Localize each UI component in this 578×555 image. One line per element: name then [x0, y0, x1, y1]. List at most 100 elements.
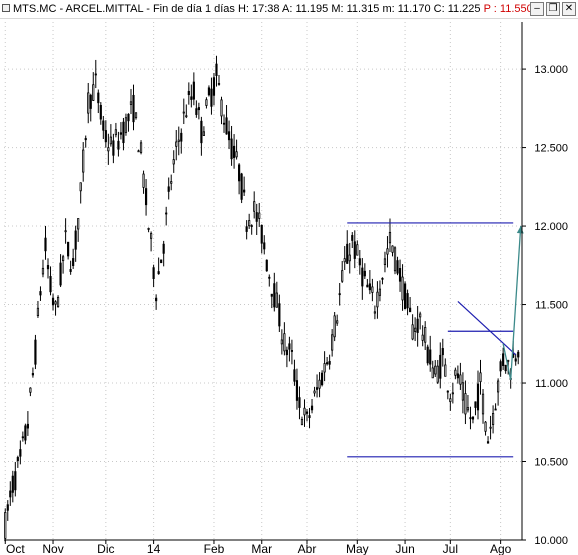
- candle: [494, 403, 497, 411]
- candle: [97, 89, 100, 114]
- candle-body: [180, 132, 183, 142]
- candle: [144, 179, 148, 216]
- candle: [127, 113, 130, 132]
- candle-body: [331, 334, 334, 351]
- candle: [431, 360, 434, 379]
- candle-body: [19, 449, 22, 457]
- candle-body: [197, 107, 200, 111]
- candle: [238, 163, 241, 195]
- candle-body: [114, 129, 117, 136]
- chart-title-bar: MTS.MC - ARCEL.MITTAL - Fin de día 1 día…: [13, 0, 533, 18]
- candle: [270, 293, 273, 309]
- candle: [275, 281, 278, 308]
- candle-body: [87, 92, 90, 114]
- candle: [469, 406, 472, 430]
- candle-body: [424, 327, 427, 343]
- close-button[interactable]: ✕: [562, 2, 576, 16]
- candle-body: [315, 387, 319, 390]
- candle-body: [29, 387, 32, 393]
- candle-body: [260, 224, 263, 244]
- candle-body: [107, 147, 110, 152]
- candle: [290, 339, 294, 365]
- candle-body: [104, 130, 107, 143]
- candle-body: [162, 243, 165, 254]
- candle: [481, 389, 485, 424]
- candle: [326, 356, 329, 366]
- candle-body: [461, 382, 464, 401]
- candle: [220, 96, 223, 125]
- candle: [162, 240, 165, 267]
- candle: [343, 246, 346, 270]
- candle: [358, 249, 361, 275]
- candle: [117, 131, 120, 157]
- candle-body: [366, 284, 369, 288]
- candle: [517, 350, 520, 365]
- candle-body: [165, 212, 168, 215]
- candle: [273, 272, 276, 312]
- x-tick-label: Mar: [251, 542, 272, 555]
- candle-body: [16, 457, 19, 462]
- candle-body: [466, 407, 470, 411]
- candle-body: [6, 504, 9, 511]
- candle-body: [245, 226, 248, 232]
- candle: [54, 300, 57, 316]
- candle-body: [157, 271, 160, 275]
- window-menu-icon[interactable]: [2, 4, 10, 12]
- candle-body: [207, 87, 211, 96]
- candle: [441, 338, 444, 367]
- candle-body: [393, 247, 397, 272]
- candle-body: [486, 441, 490, 444]
- y-axis: 10.000 10.500 11.000 11.500 12.000 12.500 13.0…: [521, 22, 568, 547]
- candle: [165, 206, 168, 226]
- candle-body: [504, 364, 507, 372]
- candle-body: [202, 131, 205, 136]
- candle: [368, 270, 371, 295]
- candle: [318, 372, 321, 398]
- candle: [451, 382, 454, 404]
- candle: [235, 139, 238, 160]
- candle-body: [328, 360, 331, 365]
- restore-button[interactable]: ❐: [546, 2, 560, 16]
- candle: [419, 311, 422, 330]
- candle: [303, 399, 306, 427]
- candle-body: [476, 383, 480, 411]
- candle: [446, 390, 449, 400]
- candle-body: [263, 242, 266, 250]
- candle-body: [391, 245, 394, 253]
- candle: [383, 251, 387, 273]
- candle: [361, 258, 364, 300]
- candle: [230, 125, 233, 166]
- candle-body: [39, 291, 42, 296]
- candle: [315, 374, 319, 398]
- candle: [497, 378, 500, 406]
- candle: [348, 242, 351, 274]
- candle-body: [338, 293, 341, 296]
- candle: [142, 170, 145, 194]
- x-tick-label: May: [346, 542, 369, 555]
- candle-body: [273, 283, 276, 308]
- candle: [6, 500, 9, 521]
- candle-body: [215, 63, 218, 76]
- candle: [182, 98, 185, 125]
- x-tick-label: Feb: [204, 542, 225, 555]
- candle-body: [99, 104, 102, 120]
- y-tick-label: 11.500: [535, 300, 568, 312]
- candle-body: [497, 380, 500, 393]
- candle-body: [212, 77, 216, 96]
- candle-body: [172, 159, 175, 165]
- candle-body: [278, 303, 281, 327]
- minimize-button[interactable]: –: [530, 2, 544, 16]
- candle-body: [127, 113, 130, 122]
- candle-body: [77, 218, 80, 230]
- candle: [376, 281, 379, 319]
- candle-body: [36, 307, 40, 316]
- candle: [444, 358, 447, 377]
- candle-body: [308, 415, 311, 419]
- candle: [486, 436, 490, 444]
- candle: [99, 102, 102, 125]
- candle-body: [258, 212, 261, 219]
- candle: [107, 133, 110, 165]
- candle: [313, 386, 316, 397]
- candle: [195, 100, 198, 118]
